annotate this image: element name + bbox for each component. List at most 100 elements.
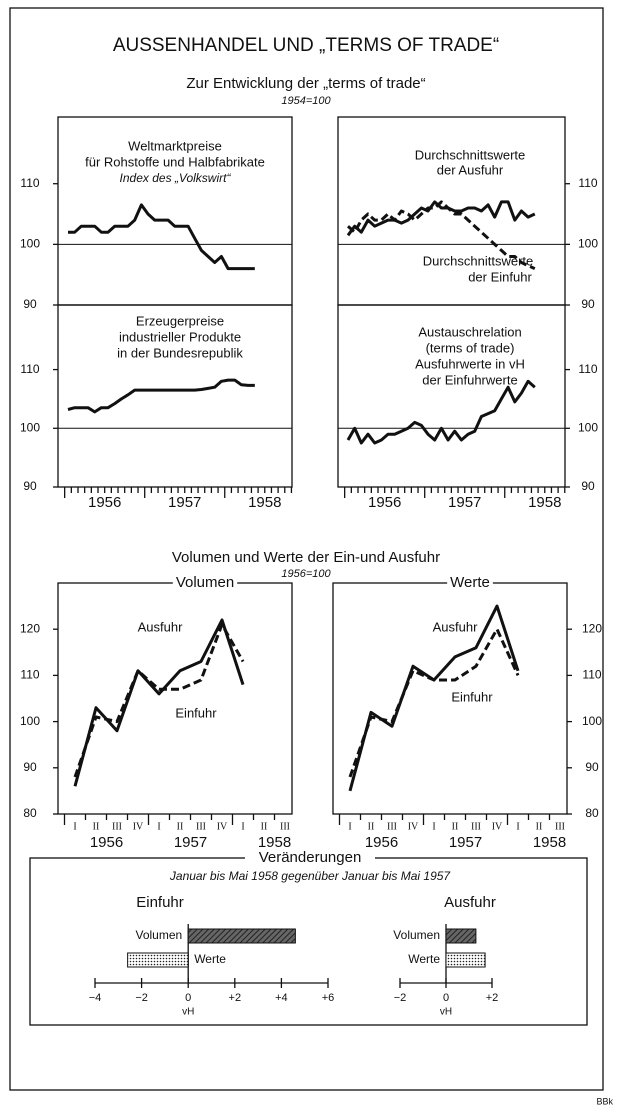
x-tick-label: I <box>432 821 435 832</box>
x-tick-label: I <box>348 821 351 832</box>
x-tick-label: IV <box>133 821 144 832</box>
section-title: Veränderungen <box>259 849 362 866</box>
annotation: Einfuhr <box>175 705 217 720</box>
y-tick-label: 100 <box>578 420 598 434</box>
bar <box>445 952 486 968</box>
y-tick-label: 90 <box>23 760 37 774</box>
x-tick-label: I <box>241 821 244 832</box>
section-note: 1956=100 <box>281 568 331 580</box>
x-tick-label: III <box>471 821 481 832</box>
y-tick-label: 90 <box>23 479 37 493</box>
y-tick-label: 120 <box>582 621 602 635</box>
annotation: (terms of trade) <box>426 340 515 355</box>
year-label: 1956 <box>90 834 123 851</box>
section-subtitle: Januar bis Mai 1958 gegenüber Januar bis… <box>169 869 452 883</box>
x-tick-label: −2 <box>394 992 407 1004</box>
bar <box>445 928 477 944</box>
annotation: Austauschrelation <box>418 324 521 339</box>
y-tick-label: 100 <box>20 714 40 728</box>
panel-title-bg <box>172 573 238 591</box>
x-tick-label: 0 <box>443 992 449 1004</box>
y-tick-label: 110 <box>20 362 39 376</box>
y-tick-label: 100 <box>20 237 40 251</box>
panel-frame <box>57 304 293 488</box>
x-tick-label: I <box>157 821 160 832</box>
year-label: 1957 <box>448 494 481 511</box>
data-line <box>348 627 520 778</box>
panel-frame <box>57 582 293 815</box>
x-tick-label: I <box>73 821 76 832</box>
category-label: Werte <box>194 952 226 966</box>
annotation: Index des „Volkswirt“ <box>120 171 232 185</box>
x-tick-label: IV <box>408 821 419 832</box>
annotation: Ausfuhr <box>433 619 478 634</box>
changes-title-bg <box>245 849 375 867</box>
data-line <box>67 378 255 414</box>
y-tick-label: 90 <box>585 760 599 774</box>
year-label: 1958 <box>528 494 561 511</box>
year-label: 1956 <box>368 494 401 511</box>
x-tick-label: III <box>112 821 122 832</box>
data-line <box>346 379 536 445</box>
annotation: Erzeugerpreise <box>136 313 224 328</box>
bar-title: Einfuhr <box>136 894 184 911</box>
y-tick-label: 110 <box>20 176 39 190</box>
y-tick-label: 90 <box>581 479 595 493</box>
subtitle-note: 1954=100 <box>281 95 331 107</box>
category-label: Volumen <box>393 928 440 942</box>
data-line <box>73 618 245 787</box>
annotation: in der Bundesrepublik <box>117 345 243 360</box>
annotation: der Einfuhr <box>468 269 532 284</box>
y-tick-label: 110 <box>582 668 601 682</box>
y-tick-label: 100 <box>582 714 602 728</box>
category-label: Volumen <box>135 928 182 942</box>
bar <box>187 928 296 944</box>
x-tick-label: III <box>555 821 565 832</box>
x-tick-label: II <box>261 821 268 832</box>
y-tick-label: 90 <box>23 297 37 311</box>
x-tick-label: IV <box>492 821 503 832</box>
x-tick-label: +6 <box>322 992 335 1004</box>
x-tick-label: −4 <box>89 992 102 1004</box>
title: AUSSENHANDEL UND „TERMS OF TRADE“ <box>113 35 499 56</box>
annotation: industrieller Produkte <box>119 329 241 344</box>
x-tick-label: +2 <box>229 992 242 1004</box>
y-tick-label: 120 <box>20 621 40 635</box>
y-tick-label: 90 <box>581 297 595 311</box>
annotation: Weltmarktpreise <box>128 138 222 153</box>
x-tick-label: I <box>516 821 519 832</box>
y-tick-label: 110 <box>578 176 597 190</box>
x-tick-label: III <box>196 821 206 832</box>
year-label: 1958 <box>258 834 291 851</box>
x-tick-label: II <box>368 821 375 832</box>
year-label: 1958 <box>533 834 566 851</box>
x-tick-label: III <box>280 821 290 832</box>
year-label: 1958 <box>248 494 281 511</box>
year-label: 1956 <box>365 834 398 851</box>
panel-frame <box>332 582 568 815</box>
year-label: 1957 <box>449 834 482 851</box>
annotation: Ausfuhr <box>138 619 183 634</box>
x-tick-label: +2 <box>486 992 499 1004</box>
y-tick-label: 80 <box>23 806 37 820</box>
x-axis-label: vH <box>440 1007 452 1018</box>
source: BBk <box>596 1096 613 1106</box>
annotation: der Einfuhrwerte <box>422 372 517 387</box>
panel-title: Werte <box>450 574 490 591</box>
x-tick-label: −2 <box>135 992 148 1004</box>
subtitle: Zur Entwicklung der „terms of trade“ <box>186 75 425 92</box>
data-line <box>346 200 536 270</box>
page-border <box>9 7 604 1091</box>
x-tick-label: II <box>452 821 459 832</box>
x-tick-label: II <box>93 821 100 832</box>
panel-title: Volumen <box>176 574 234 591</box>
x-axis-label: vH <box>182 1007 194 1018</box>
data-line <box>346 200 536 237</box>
x-tick-label: III <box>387 821 397 832</box>
annotation: für Rohstoffe und Halbfabrikate <box>85 154 265 169</box>
section-title: Volumen und Werte der Ein-und Ausfuhr <box>172 549 440 566</box>
x-tick-label: IV <box>217 821 228 832</box>
y-tick-label: 100 <box>20 420 40 434</box>
data-line <box>73 623 245 778</box>
x-tick-label: 0 <box>185 992 191 1004</box>
